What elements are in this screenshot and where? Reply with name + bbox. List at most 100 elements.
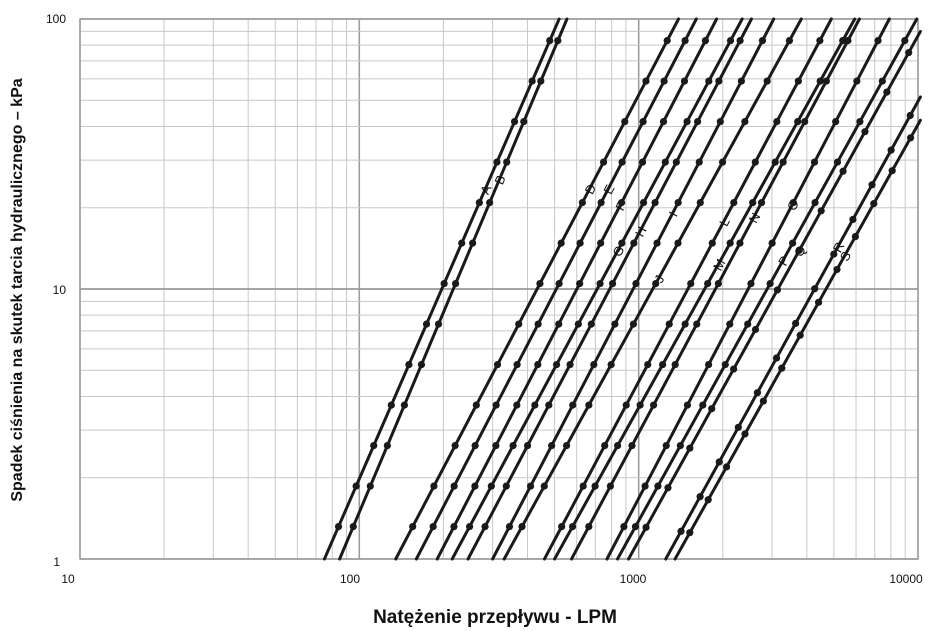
series-marker-L xyxy=(773,118,781,126)
series-marker-R xyxy=(887,146,895,154)
series-marker-J xyxy=(763,77,771,85)
series-line-R xyxy=(664,95,922,561)
series-marker-G xyxy=(726,37,735,45)
series-label-Q: Q xyxy=(791,243,809,259)
series-marker-D xyxy=(493,361,502,369)
series-marker-O xyxy=(853,77,861,85)
series-marker-E xyxy=(429,523,437,531)
series-marker-N xyxy=(649,401,658,409)
series-marker-D xyxy=(663,37,671,45)
series-marker-S xyxy=(686,529,694,537)
series-marker-E xyxy=(513,361,521,369)
series-marker-H xyxy=(651,199,659,207)
series-marker-P xyxy=(676,442,684,450)
series-marker-B xyxy=(486,199,494,207)
series-marker-B xyxy=(400,401,409,409)
series-label-G: G xyxy=(609,243,627,259)
series-marker-O xyxy=(641,482,649,490)
series-marker-J xyxy=(540,482,548,490)
series-marker-B xyxy=(383,442,391,450)
series-marker-I xyxy=(758,37,767,45)
series-marker-O xyxy=(726,320,734,328)
series-marker-Q xyxy=(839,167,847,175)
series-marker-N xyxy=(822,77,830,85)
series-marker-L xyxy=(794,77,802,85)
series-marker-S xyxy=(722,463,731,471)
series-marker-H xyxy=(545,401,553,409)
series-line-D xyxy=(394,17,680,561)
series-marker-E xyxy=(450,482,458,490)
series-marker-R xyxy=(830,250,838,258)
series-marker-F xyxy=(701,37,710,45)
series-line-O xyxy=(605,17,891,561)
series-marker-M xyxy=(659,361,667,369)
series-marker-E xyxy=(534,320,542,328)
series-marker-J xyxy=(696,199,704,207)
series-marker-O xyxy=(874,37,882,45)
series-line-B xyxy=(338,17,569,561)
series-marker-B xyxy=(434,320,443,328)
series-marker-O xyxy=(832,118,840,126)
series-marker-P xyxy=(811,199,819,207)
series-marker-A xyxy=(493,158,501,166)
series-marker-F xyxy=(659,118,668,126)
series-marker-P xyxy=(833,158,842,166)
series-marker-A xyxy=(546,37,554,45)
series-marker-P xyxy=(788,239,797,247)
series-marker-D xyxy=(430,482,438,490)
series-label-S: S xyxy=(837,249,854,264)
y-axis-title: Spadek ciśnienia na skutek tarcia hydrau… xyxy=(9,78,26,501)
series-marker-J xyxy=(629,320,638,328)
series-marker-D xyxy=(642,77,650,85)
series-marker-I xyxy=(526,482,535,490)
series-line-S xyxy=(673,118,922,561)
series-line-I xyxy=(491,17,776,561)
series-marker-J xyxy=(674,239,682,247)
series-marker-A xyxy=(422,320,431,328)
series-marker-I xyxy=(737,77,745,85)
series-marker-Q xyxy=(730,365,738,373)
series-marker-N xyxy=(801,118,809,126)
series-marker-G xyxy=(596,280,604,288)
series-marker-E xyxy=(639,118,647,126)
series-marker-H xyxy=(481,523,489,531)
series-marker-E xyxy=(555,280,563,288)
series-marker-F xyxy=(471,482,479,490)
series-marker-H xyxy=(523,442,532,450)
x-axis-ticks: 10 100 1000 10000 xyxy=(61,572,923,586)
series-marker-S xyxy=(778,364,786,372)
series-marker-J xyxy=(585,401,593,409)
series-marker-G xyxy=(574,320,582,328)
series-marker-M xyxy=(704,280,712,288)
series-marker-J xyxy=(562,442,571,450)
series-marker-L xyxy=(708,239,716,247)
series-marker-M xyxy=(749,199,757,207)
series-marker-P xyxy=(878,77,886,85)
series-marker-G xyxy=(705,77,713,85)
series-marker-M xyxy=(839,37,847,45)
series-marker-J xyxy=(607,361,615,369)
series-marker-P xyxy=(721,361,729,369)
series-marker-S xyxy=(759,397,767,405)
series-marker-J xyxy=(785,37,794,45)
x-tick-label: 1000 xyxy=(620,572,647,586)
series-marker-G xyxy=(465,523,474,531)
series-marker-B xyxy=(451,280,460,288)
series-marker-L xyxy=(665,320,673,328)
series-marker-B xyxy=(554,37,562,45)
series-marker-Q xyxy=(861,128,869,136)
series-marker-R xyxy=(753,389,762,397)
series-marker-M xyxy=(794,118,802,126)
y-axis-ticks: 1 10 100 xyxy=(46,12,66,569)
series-marker-J xyxy=(518,523,526,531)
x-axis-title: Natężenie przepływu - LPM xyxy=(373,607,617,628)
series-marker-D xyxy=(515,320,523,328)
series-marker-I xyxy=(569,401,577,409)
series-marker-G xyxy=(683,118,691,126)
series-marker-N xyxy=(585,523,593,531)
series-marker-I xyxy=(505,523,514,531)
y-tick-label: 1 xyxy=(53,555,60,569)
series-marker-R xyxy=(734,423,742,431)
series-marker-L xyxy=(622,401,630,409)
series-marker-N xyxy=(844,37,852,45)
